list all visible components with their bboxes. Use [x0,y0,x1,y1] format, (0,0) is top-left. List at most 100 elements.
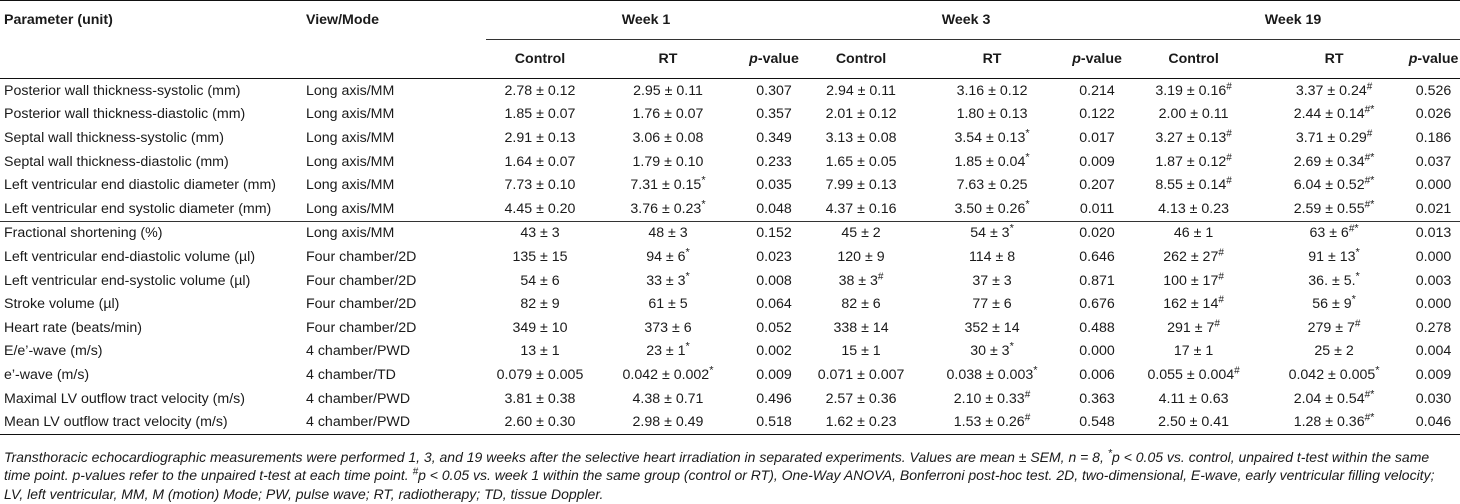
row-parameter: Left ventricular end-systolic volume (µl… [4,272,251,289]
cell-value: 0.496 [756,390,792,407]
cell-value: 82 ± 9 [520,296,560,313]
value-cell: 82 ± 6 [806,292,916,316]
star-marker: * [709,364,714,377]
cell-value: 2.44 ± 0.14 [1293,106,1365,123]
value-cell: 1.80 ± 0.13 [916,103,1068,127]
row-parameter: Left ventricular end systolic diameter (… [4,200,272,217]
cell-value: 0.023 [756,248,792,265]
cell-value: 120 ± 9 [837,248,885,265]
star-marker: * [1370,174,1375,187]
cell-value: 2.98 ± 0.49 [632,414,704,431]
p-value-cell: 0.214 [1068,79,1126,103]
cell-value: 262 ± 27 [1163,248,1219,265]
value-cell: 23 ± 1* [594,340,742,364]
hash-marker: # [1024,388,1031,400]
cell-value: 33 ± 3 [646,272,686,289]
value-cell: 3.71 ± 0.29# [1261,126,1407,150]
row-view-mode: Long axis/MM [306,153,395,170]
p-value-cell: 0.052 [742,316,806,340]
cell-value: 3.81 ± 0.38 [504,390,576,407]
cell-value: 7.63 ± 0.25 [956,177,1028,194]
p-value-cell: 0.122 [1068,103,1126,127]
value-cell: 54 ± 6 [486,269,594,293]
cell-value: 1.62 ± 0.23 [825,414,897,431]
value-cell: 3.81 ± 0.38 [486,387,594,411]
cell-value: 38 ± 3 [838,272,878,289]
cell-value: 13 ± 1 [520,343,560,360]
cell-value: 36. ± 5. [1308,272,1356,289]
cell-value: 0.488 [1079,319,1115,336]
p-value-cell: 0.026 [1407,103,1460,127]
p-value-cell: 0.871 [1068,269,1126,293]
cell-value: 338 ± 14 [833,319,889,336]
star-marker: * [1355,269,1360,282]
value-cell: 279 ± 7# [1261,316,1407,340]
cell-value: 0.676 [1079,296,1115,313]
cell-value: 2.57 ± 0.36 [825,390,897,407]
cell-value: 2.94 ± 0.11 [826,82,896,99]
star-marker: * [701,198,706,211]
value-cell: 7.99 ± 0.13 [806,173,916,197]
value-cell: 2.57 ± 0.36 [806,387,916,411]
value-cell: 2.69 ± 0.34#* [1261,150,1407,174]
cell-value: 1.64 ± 0.07 [504,153,576,170]
cell-value: 0.009 [1415,366,1452,383]
cell-value: 0.207 [1079,177,1115,194]
value-cell: 43 ± 3 [486,220,594,246]
cell-value: 56 ± 9 [1312,296,1352,313]
header-rt: RT [1324,51,1344,67]
cell-value: 7.73 ± 0.10 [504,177,576,194]
hash-marker: # [1364,151,1371,163]
table-caption: Transthoracic echocardiographic measurem… [4,447,1435,502]
value-cell: 2.04 ± 0.54#* [1261,387,1407,411]
row-parameter: Septal wall thickness-diastolic (mm) [4,153,229,170]
value-cell: 4.37 ± 0.16 [806,197,916,221]
value-cell: 0.042 ± 0.002* [594,363,742,387]
header-view-mode: View/Mode [306,12,380,29]
cell-value: 0.042 ± 0.002 [622,366,710,383]
star-marker: * [1370,387,1375,400]
value-cell: 2.01 ± 0.12 [806,103,916,127]
table-row: E/e’-wave (m/s) 4 chamber/PWD 13 ± 1 23 ± 1… [0,340,1460,364]
value-cell: 1.87 ± 0.12# [1126,150,1261,174]
cell-value: 23 ± 1 [646,343,686,360]
row-view-mode: Long axis/MM [306,200,395,217]
header-empty [0,40,306,79]
value-cell: 82 ± 9 [486,292,594,316]
p-value-cell: 0.017 [1068,126,1126,150]
hash-marker: # [1218,294,1224,306]
p-value-cell: 0.000 [1068,340,1126,364]
hash-marker: # [1218,247,1224,259]
value-cell: 3.50 ± 0.26* [916,197,1068,221]
table-row: Fractional shortening (%) Long axis/MM 43 … [0,220,1460,246]
value-cell: 0.042 ± 0.005* [1261,363,1407,387]
hash-marker: # [1226,128,1232,140]
value-cell: 352 ± 14 [916,316,1068,340]
header-p-value: p-value [1072,51,1122,67]
hash-marker: # [1364,175,1371,187]
star-marker: * [685,340,690,353]
table-row: Maximal LV outflow tract velocity (m/s) 4… [0,387,1460,411]
p-value-cell: 0.009 [1407,363,1460,387]
value-cell: 63 ± 6#* [1261,220,1408,246]
table-row: Left ventricular end diastolic diameter … [0,173,1460,197]
value-cell: 4.13 ± 0.23 [1126,197,1261,221]
value-cell: 0.071 ± 0.007 [806,363,916,387]
p-value-cell: 0.023 [742,245,806,269]
cell-value: 349 ± 10 [512,319,568,336]
cell-value: 0.000 [1079,343,1115,360]
cell-value: 4.38 ± 0.71 [632,390,704,407]
cell-value: 4.11 ± 0.63 [1158,390,1229,407]
table-row: Left ventricular end-systolic volume (µl… [0,269,1460,293]
value-cell: 56 ± 9* [1261,292,1407,316]
hash-marker: # [1226,151,1232,163]
value-cell: 1.85 ± 0.04* [916,150,1068,174]
header-week-1: Week 1 [486,0,807,40]
table-row: Left ventricular end systolic diameter (… [0,197,1460,221]
value-cell: 2.60 ± 0.30 [486,410,594,435]
cell-value: 82 ± 6 [841,296,881,313]
cell-value: 4.37 ± 0.16 [825,200,897,217]
p-value-cell: 0.496 [742,387,806,411]
row-parameter: Left ventricular end diastolic diameter … [4,177,277,194]
cell-value: 1.65 ± 0.05 [825,153,897,170]
